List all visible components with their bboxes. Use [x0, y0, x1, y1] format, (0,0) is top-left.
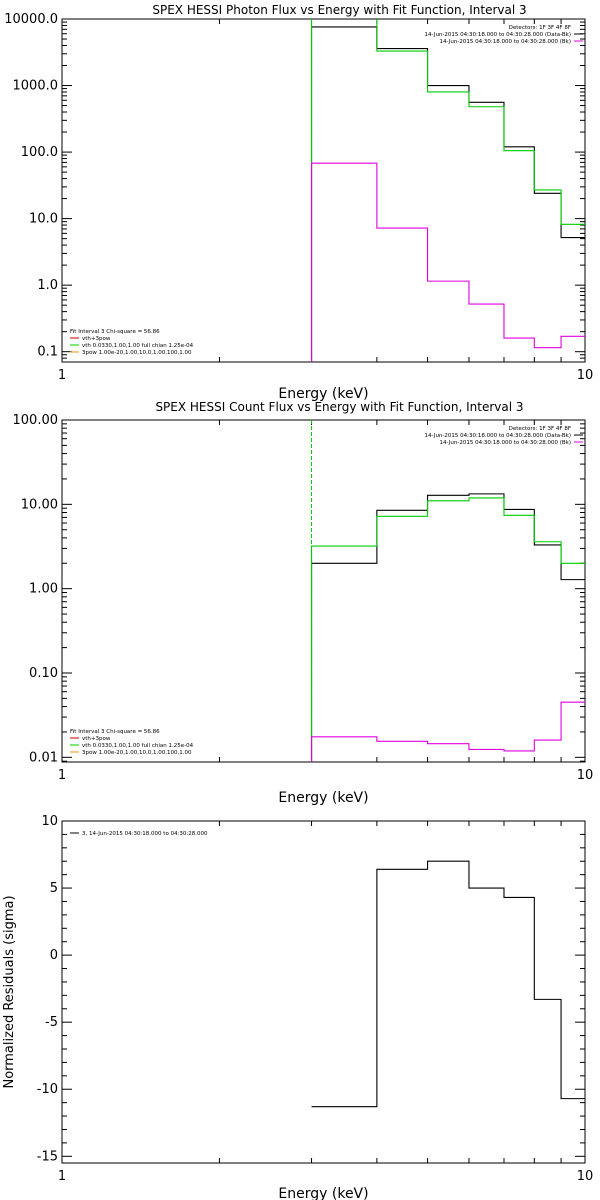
- legend-left-entry: vth+3pow: [82, 736, 111, 742]
- x-tick-label: 1: [58, 1169, 66, 1184]
- y-tick-label: 10000.0: [4, 12, 58, 27]
- count-flux-panel: SPEX HESSI Count Flux vs Energy with Fit…: [13, 400, 594, 806]
- plot-frame: [61, 820, 586, 1164]
- legend-left-entry: 3pow 1.00e-20,1.00,10.0,1.00,100,1.00: [82, 350, 192, 356]
- plot-frame: [61, 419, 586, 763]
- series-group: [310, 19, 585, 362]
- x-tick-label: 10: [577, 368, 594, 383]
- legend-left-entry: vth 0.0330,1.00,1.00 full chian 1.25e-04: [82, 343, 194, 349]
- y-axis-label: Normalized Residuals (sigma): [2, 895, 17, 1088]
- legend-right-entry: Detectors: 1F 3F 4F 8F: [509, 426, 571, 432]
- series-group: [311, 860, 585, 1108]
- legend-left-entry: vth 0.0330,1.00,1.00 full chian 1.25e-04: [82, 743, 194, 749]
- y-tick-label: 10: [41, 814, 58, 829]
- legend-left-entry: 3, 14-Jun-2015 04:30:18.000 to 04:30:28.…: [82, 831, 208, 837]
- series-line-3pow: [310, 701, 585, 762]
- legend-left-entry: Fit Interval 3 Chi-square = 56.86: [70, 329, 160, 335]
- y-tick-label: -5: [45, 1015, 58, 1030]
- residuals-panel: Energy (keV) Normalized Residuals (sigma)…: [2, 814, 593, 1200]
- series-line-data: [310, 26, 585, 362]
- series-line-data: [310, 493, 585, 762]
- legend-right-entry: 14-Jun-2015 04:30:18.000 to 04:30:28.000…: [439, 440, 571, 446]
- x-axis-label: Energy (keV): [278, 386, 368, 402]
- y-tick-label: 0.1: [37, 345, 58, 360]
- legend-right-entry: Detectors: 1F 3F 4F 8F: [509, 25, 571, 31]
- photon-flux-panel: SPEX HESSI Photon Flux vs Energy with Fi…: [4, 3, 593, 402]
- legend-left-entry: Fit Interval 3 Chi-square = 56.86: [70, 729, 160, 735]
- y-tick-label: 10.00: [21, 497, 58, 512]
- x-axis-label: Energy (keV): [278, 1186, 368, 1200]
- x-tick-label: 1: [58, 768, 66, 783]
- y-tick-label: -15: [37, 1149, 58, 1164]
- chart-title: SPEX HESSI Count Flux vs Energy with Fit…: [155, 400, 523, 414]
- legend-left-entry: vth+3pow: [82, 336, 111, 342]
- x-tick-label: 10: [577, 768, 594, 783]
- y-tick-label: -10: [37, 1082, 58, 1097]
- y-tick-label: 1.00: [29, 582, 58, 597]
- x-axis-label: Energy (keV): [278, 790, 368, 806]
- plot-frame: [61, 18, 586, 363]
- legend-left-entry: 3pow 1.00e-20,1.00,10.0,1.00,100,1.00: [82, 750, 192, 756]
- y-tick-label: 5: [50, 881, 58, 896]
- y-tick-label: 1.0: [37, 278, 58, 293]
- y-tick-label: 10.0: [29, 212, 58, 227]
- series-group: [310, 493, 585, 762]
- y-tick-label: 100.0: [21, 145, 58, 160]
- x-tick-label: 1: [58, 368, 66, 383]
- series-line-3pow: [310, 162, 585, 362]
- y-tick-label: 0.10: [29, 666, 58, 681]
- series-line-data: [311, 860, 585, 1108]
- series-line-vth: [310, 497, 585, 762]
- chart-title: SPEX HESSI Photon Flux vs Energy with Fi…: [152, 3, 526, 17]
- legend-right-entry: 14-Jun-2015 04:30:18.000 to 04:30:28.000…: [425, 433, 571, 439]
- y-tick-label: 0.01: [29, 750, 58, 765]
- legend-right-entry: 14-Jun-2015 04:30:18.000 to 04:30:28.000…: [439, 39, 571, 45]
- legend-right-entry: 14-Jun-2015 04:30:18.000 to 04:30:28.000…: [425, 32, 571, 38]
- series-line-vth: [310, 19, 585, 362]
- y-tick-label: 1000.0: [13, 79, 59, 94]
- x-tick-label: 10: [577, 1169, 594, 1184]
- y-tick-label: 0: [50, 948, 58, 963]
- y-tick-label: 100.00: [13, 413, 59, 428]
